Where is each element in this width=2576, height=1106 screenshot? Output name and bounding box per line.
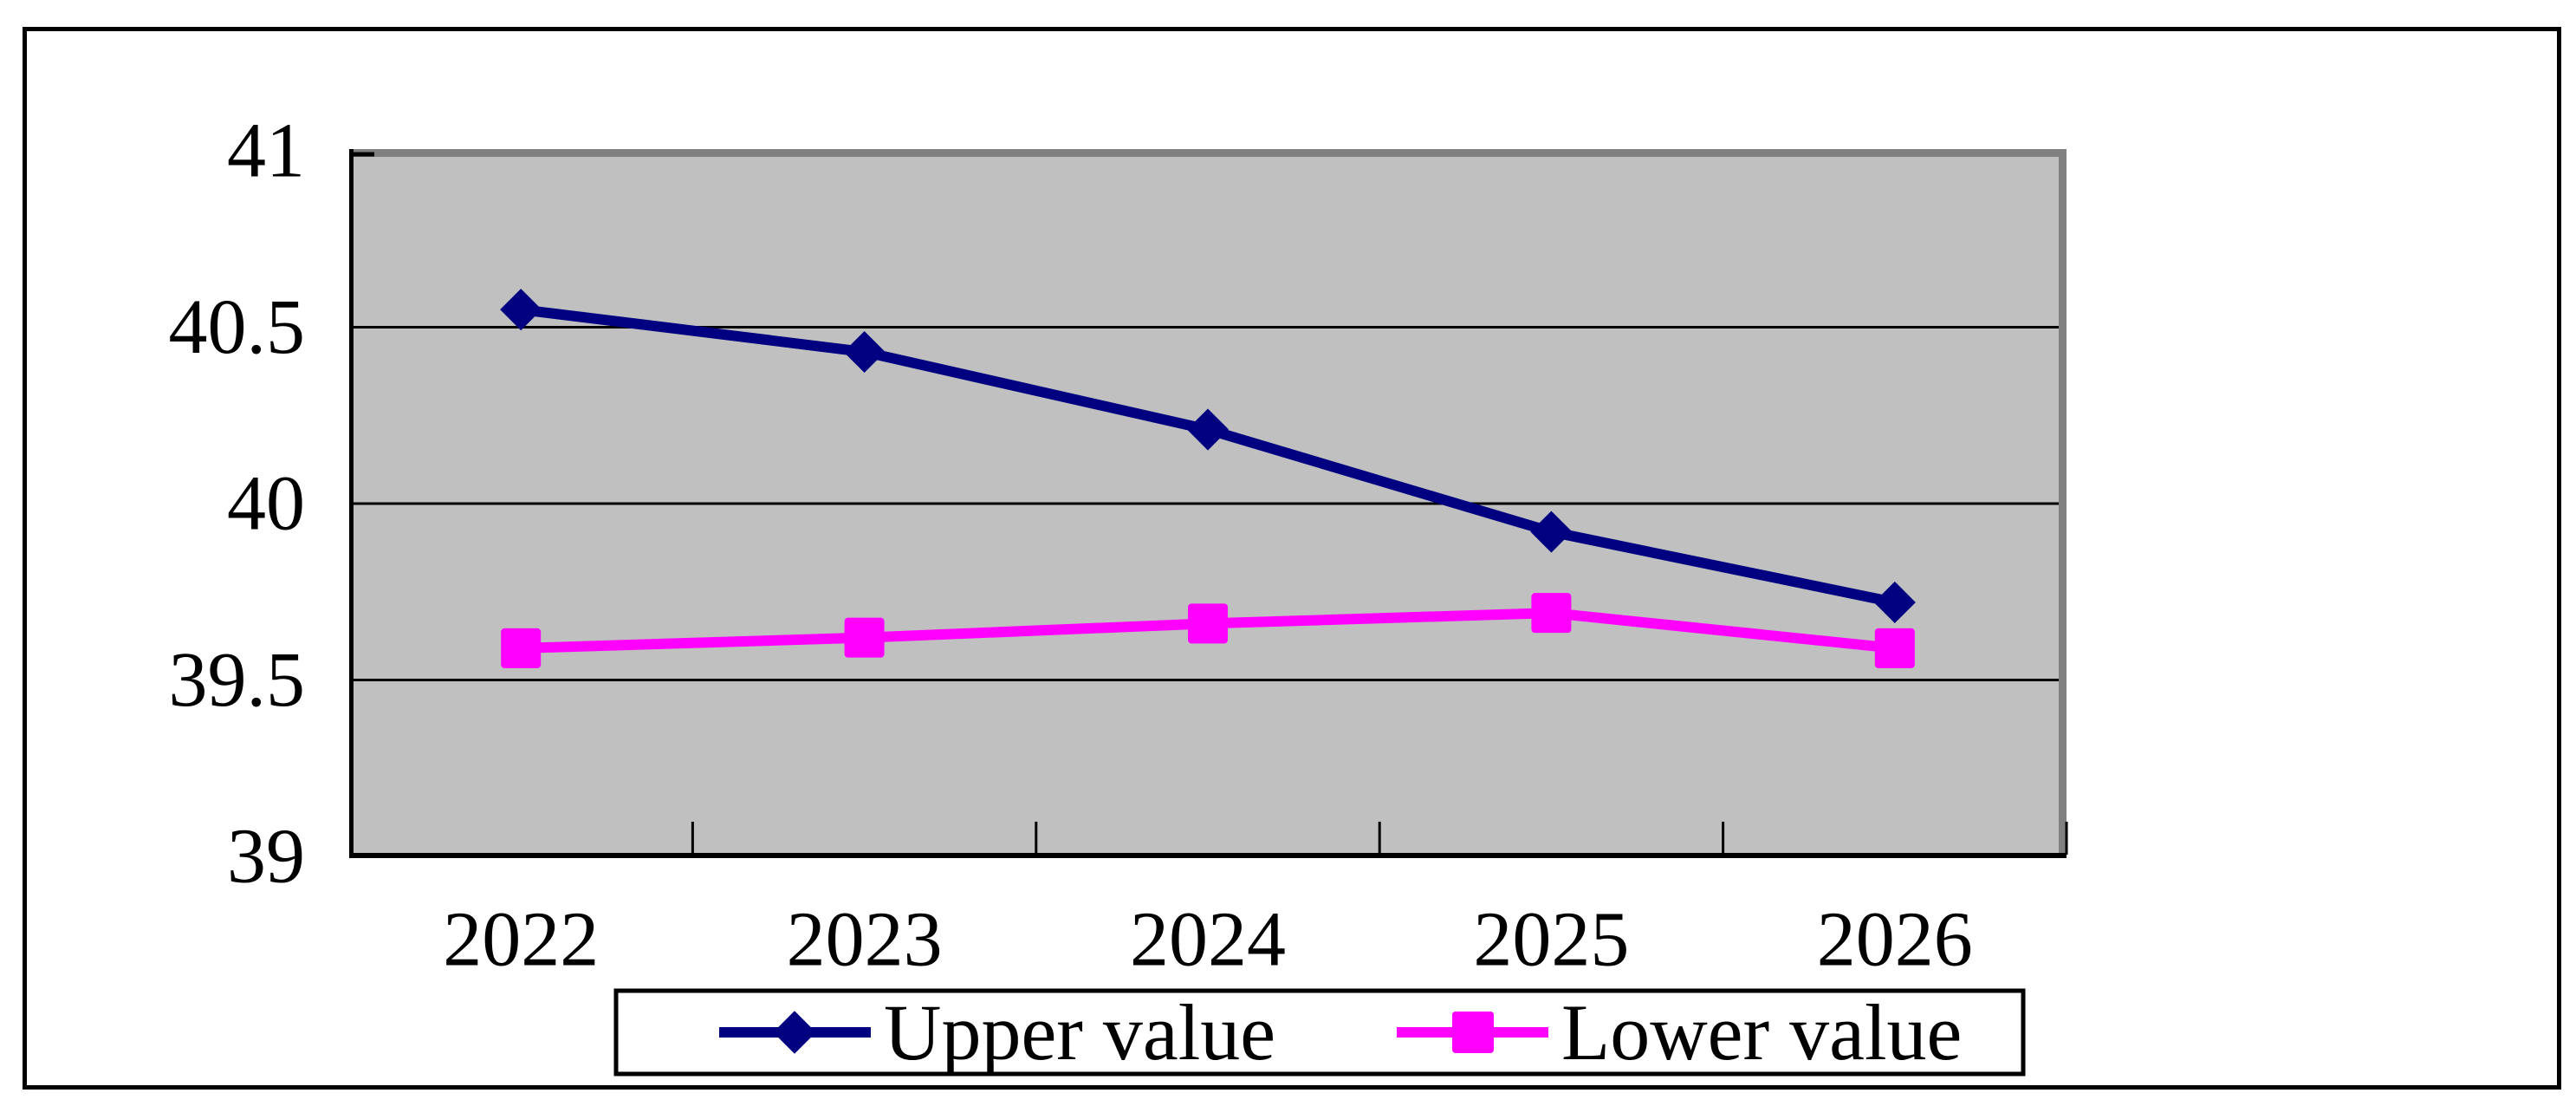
legend-upper-diamond-icon — [773, 1011, 816, 1054]
plot-border-right — [2059, 149, 2067, 858]
series-lower-value — [501, 593, 1915, 668]
legend-upper-label: Upper value — [884, 988, 1275, 1077]
y-axis-line — [349, 149, 354, 858]
y-tick-label: 39 — [227, 814, 305, 900]
x-axis-ticks — [691, 822, 2068, 855]
marker-diamond-2026 — [1873, 581, 1916, 624]
x-axis-line — [349, 853, 2067, 858]
legend: Upper value Lower value — [613, 988, 2026, 1077]
x-axis-labels: 2022 2023 2024 2025 2026 — [443, 897, 1973, 983]
y-axis-labels: 41 40.5 40 39.5 39 — [169, 108, 306, 900]
legend-lower-label: Lower value — [1561, 988, 1962, 1077]
plot-border-top — [349, 149, 2067, 157]
y-tick-label: 40.5 — [169, 284, 306, 370]
marker-diamond-2022 — [500, 289, 542, 331]
x-tick-label: 2023 — [787, 897, 943, 983]
x-tick-label: 2026 — [1817, 897, 1973, 983]
marker-square-2023 — [844, 617, 885, 658]
y-tick-label: 40 — [227, 461, 305, 547]
x-tick-label: 2025 — [1473, 897, 1629, 983]
series-markers-1 — [501, 593, 1915, 668]
figure-border — [23, 27, 2561, 1090]
marker-square-2022 — [501, 628, 542, 668]
marker-square-2024 — [1188, 603, 1228, 644]
legend-lower-square-icon — [1452, 1012, 1494, 1053]
y-tick-label: 41 — [227, 108, 305, 194]
x-tick-label: 2022 — [443, 897, 599, 983]
x-tick-label: 2024 — [1130, 897, 1286, 983]
marker-diamond-2023 — [843, 330, 886, 374]
marker-square-2025 — [1531, 593, 1572, 634]
marker-square-2026 — [1874, 628, 1915, 668]
y-tick-label: 39.5 — [169, 637, 306, 723]
